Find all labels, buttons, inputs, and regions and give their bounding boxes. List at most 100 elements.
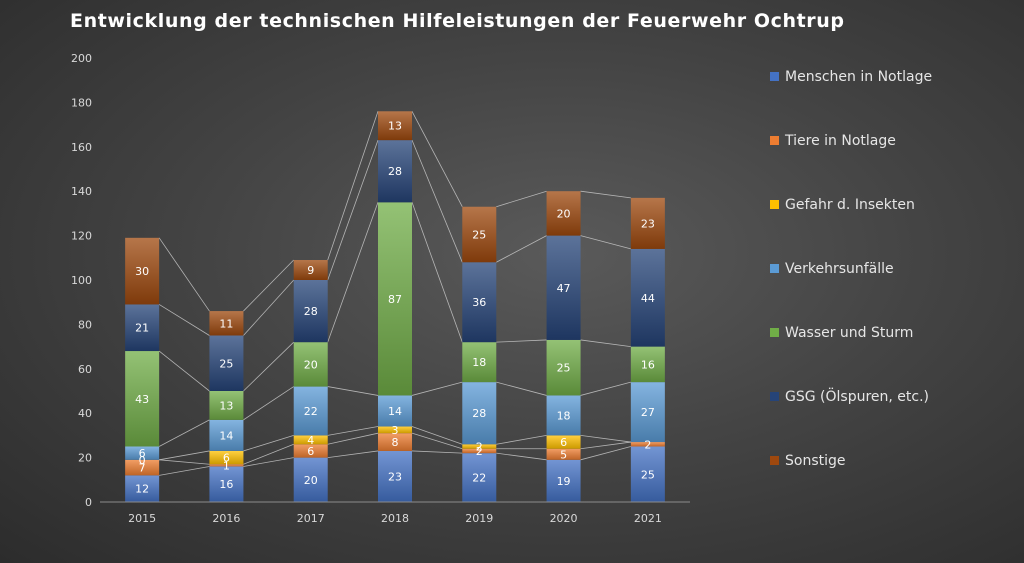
legend-swatch (770, 72, 779, 81)
series-line-3 (496, 381, 547, 396)
series-line-1 (159, 459, 210, 465)
data-label: 28 (388, 165, 402, 178)
series-line-5 (243, 279, 295, 336)
bar-segment (378, 426, 412, 434)
series-line-1 (327, 432, 379, 445)
bar-segment (462, 448, 497, 454)
legend-swatch (770, 392, 779, 401)
y-tick-label: 40 (78, 407, 92, 420)
data-label: 28 (472, 407, 486, 420)
series-line-1 (580, 441, 631, 450)
series-line-1 (243, 443, 294, 465)
bar-segment (125, 459, 160, 476)
bar-segment (293, 457, 328, 502)
data-label: 47 (557, 282, 571, 295)
data-label: 44 (641, 292, 655, 305)
data-label: 20 (304, 358, 318, 371)
bar-segment (630, 446, 665, 502)
series-line-2 (580, 435, 631, 443)
data-label: 0 (139, 454, 146, 467)
chart-title: Entwicklung der technischen Hilfeleistun… (70, 10, 845, 32)
series-line-0 (496, 452, 547, 461)
series-line-5 (327, 140, 379, 281)
bar-segment (293, 386, 328, 436)
legend-swatch (770, 264, 779, 273)
data-label: 43 (135, 393, 149, 406)
series-line-0 (327, 450, 379, 458)
bar-segment (378, 140, 412, 203)
series-line-3 (411, 381, 463, 396)
data-label: 21 (135, 322, 149, 335)
bar-segment (293, 444, 328, 458)
bar-segments (125, 111, 665, 502)
bar-segment (209, 311, 244, 336)
legend-entry: Verkehrsunfälle (785, 261, 894, 277)
data-label: 14 (219, 429, 233, 442)
x-tick-label: 2020 (550, 512, 578, 525)
series-line-6 (327, 111, 379, 261)
x-tick-label: 2017 (297, 512, 325, 525)
bar-segment (293, 280, 328, 343)
series-line-4 (327, 202, 379, 343)
series-line-3 (158, 419, 210, 447)
series-line-3 (580, 381, 631, 396)
y-tick-label: 100 (71, 274, 92, 287)
series-line-0 (159, 466, 210, 476)
series-line-6 (243, 259, 294, 312)
series-line-2 (411, 426, 463, 445)
data-label: 2 (644, 438, 651, 451)
data-label: 19 (557, 475, 571, 488)
bar-segment (209, 450, 244, 465)
bar-segment (546, 395, 581, 436)
bar-segment (546, 339, 581, 396)
series-line-5 (496, 235, 547, 263)
legend-swatch (770, 200, 779, 209)
data-label: 3 (392, 424, 399, 437)
series-line-4 (158, 350, 210, 392)
bar-segment (546, 448, 581, 460)
series-line-2 (327, 426, 379, 436)
bar-segment (209, 391, 244, 420)
y-tick-label: 60 (78, 363, 92, 376)
data-label: 25 (472, 228, 486, 241)
legend: Menschen in Notlage Tiere in Notlage Gefah… (770, 69, 932, 469)
series-line-0 (411, 450, 463, 454)
bar-segment (125, 304, 160, 352)
data-label: 23 (388, 470, 402, 483)
series-line-2 (243, 435, 294, 452)
data-label: 9 (307, 264, 314, 277)
data-label: 11 (219, 317, 233, 330)
series-line-5 (411, 139, 463, 263)
bar-segment (462, 382, 497, 445)
bar-segment (462, 453, 497, 502)
legend-swatch (770, 328, 779, 337)
legend-entry: Gefahr d. Insekten (785, 197, 915, 213)
data-label: 16 (219, 478, 233, 491)
bar-segment (378, 450, 412, 502)
bar-segment (209, 464, 244, 467)
bar-segment (209, 419, 244, 451)
x-tick-label: 2019 (465, 512, 493, 525)
series-line-2 (159, 450, 210, 461)
bar-segment (209, 335, 244, 391)
data-label: 13 (388, 120, 402, 133)
series-line-4 (496, 339, 547, 343)
series-line-6 (411, 111, 463, 207)
data-label: 23 (641, 217, 655, 230)
series-line-6 (158, 237, 210, 312)
bar-segment (125, 351, 160, 447)
data-label: 18 (472, 356, 486, 369)
data-label: 18 (557, 409, 571, 422)
bar-segment (630, 382, 665, 443)
series-line-4 (580, 339, 631, 347)
bar-segment (209, 466, 244, 502)
data-label: 4 (307, 434, 314, 447)
x-tick-label: 2018 (381, 512, 409, 525)
series-line-6 (580, 190, 631, 199)
y-tick-label: 180 (71, 96, 92, 109)
bar-segment (546, 235, 581, 340)
bar-segment (125, 475, 160, 502)
data-label: 22 (304, 405, 318, 418)
series-line-6 (496, 190, 547, 208)
